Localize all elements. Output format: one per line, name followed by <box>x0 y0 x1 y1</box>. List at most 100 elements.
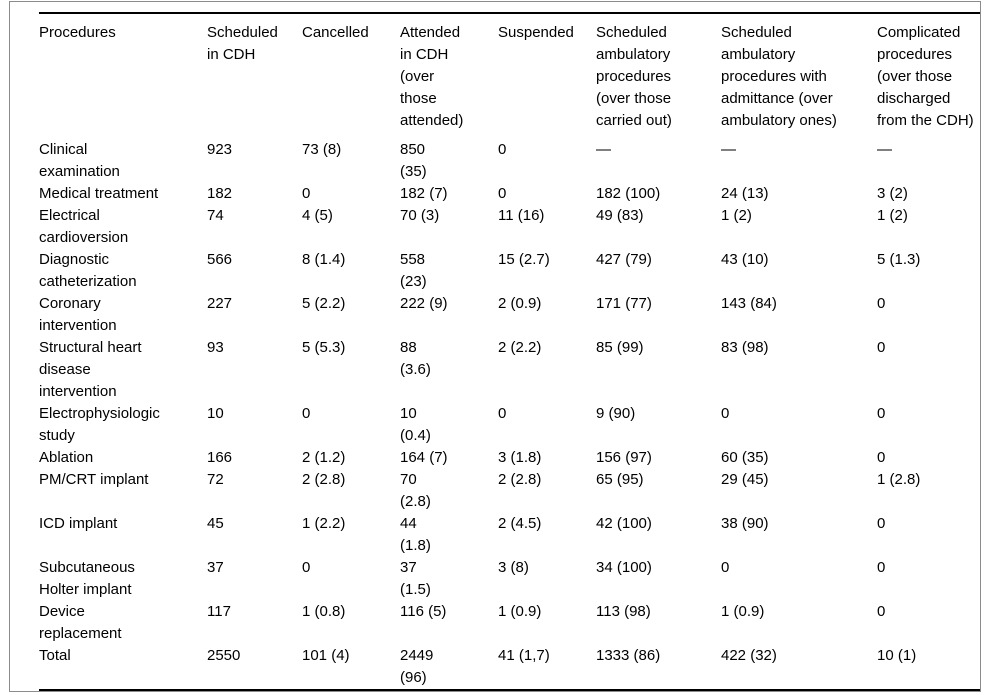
cell: 10 <box>207 405 224 422</box>
cell-procedure: Structural heart disease intervention <box>39 339 142 400</box>
cell: 5 (2.2) <box>302 295 346 312</box>
figure-frame: Procedures Scheduled in CDH Cancelled At… <box>9 1 981 692</box>
cell: 3 (1.8) <box>498 449 542 466</box>
table-row: Diagnostic catheterization 566 8 (1.4) 5… <box>39 249 980 293</box>
cell-procedure: Medical treatment <box>39 185 159 202</box>
table-row: Electrical cardioversion 74 4 (5) 70 (3)… <box>39 205 980 249</box>
cell: 38 (90) <box>721 515 769 532</box>
column-header-scheduled-ambulatory-admittance: Scheduled ambulatory procedures with adm… <box>721 24 837 129</box>
cell: 85 (99) <box>596 339 644 356</box>
cell: 0 <box>877 559 886 576</box>
cell: 182 <box>207 185 233 202</box>
procedures-table: Procedures Scheduled in CDH Cancelled At… <box>39 12 980 691</box>
cell: 0 <box>302 559 311 576</box>
cell: 9 (90) <box>596 405 636 422</box>
cell: 558 (23) <box>400 251 427 290</box>
cell: 0 <box>721 559 730 576</box>
cell: 850 (35) <box>400 141 427 180</box>
column-header-suspended: Suspended <box>498 24 574 41</box>
cell: 70 (2.8) <box>400 471 431 510</box>
cell: 10 (1) <box>877 647 917 664</box>
cell: 222 (9) <box>400 295 448 312</box>
cell: 1 (2.2) <box>302 515 346 532</box>
cell: 44 (1.8) <box>400 515 431 554</box>
cell: 49 (83) <box>596 207 644 224</box>
cell: 227 <box>207 295 233 312</box>
cell: 182 (100) <box>596 185 661 202</box>
cell: 24 (13) <box>721 185 769 202</box>
table-row: PM/CRT implant 72 2 (2.8) 70 (2.8) 2 (2.… <box>39 469 980 513</box>
cell: 5 (1.3) <box>877 251 921 268</box>
cell: 2 (0.9) <box>498 295 542 312</box>
cell: 29 (45) <box>721 471 769 488</box>
cell: 15 (2.7) <box>498 251 550 268</box>
cell: — <box>596 141 611 158</box>
cell-procedure: Coronary intervention <box>39 295 117 334</box>
cell: 101 (4) <box>302 647 350 664</box>
cell-procedure: PM/CRT implant <box>39 471 149 488</box>
cell: 34 (100) <box>596 559 652 576</box>
cell: 42 (100) <box>596 515 652 532</box>
cell: 65 (95) <box>596 471 644 488</box>
column-header-attended-in-cdh: Attended in CDH (over those attended) <box>400 24 464 129</box>
cell-procedure: Subcutaneous Holter implant <box>39 559 135 598</box>
cell: 117 <box>207 603 231 620</box>
cell: 73 (8) <box>302 141 342 158</box>
table-row: Subcutaneous Holter implant 37 0 37 (1.5… <box>39 557 980 601</box>
cell-procedure: Clinical examination <box>39 141 120 180</box>
cell: 83 (98) <box>721 339 769 356</box>
cell: 0 <box>302 405 311 422</box>
column-header-scheduled-ambulatory: Scheduled ambulatory procedures (over th… <box>596 24 672 129</box>
cell: 74 <box>207 207 224 224</box>
cell: 427 (79) <box>596 251 652 268</box>
table-row: Clinical examination 923 73 (8) 850 (35)… <box>39 139 980 183</box>
cell: 1 (0.9) <box>498 603 542 620</box>
cell: 3 (8) <box>498 559 529 576</box>
table-row: Ablation 166 2 (1.2) 164 (7) 3 (1.8) 156… <box>39 447 980 469</box>
cell: 1 (0.8) <box>302 603 346 620</box>
cell: 1333 (86) <box>596 647 661 664</box>
cell: 2449 (96) <box>400 647 434 686</box>
cell: 70 (3) <box>400 207 440 224</box>
cell: 166 <box>207 449 233 466</box>
cell: 0 <box>877 295 886 312</box>
cell: 143 (84) <box>721 295 777 312</box>
cell: 2 (2.8) <box>302 471 346 488</box>
cell: 113 (98) <box>596 603 651 620</box>
cell: 156 (97) <box>596 449 652 466</box>
column-header-complicated-procedures: Complicated procedures (over those disch… <box>877 24 974 129</box>
cell: 1 (2) <box>721 207 752 224</box>
table-row: Electrophysiologic study 10 0 10 (0.4) 0… <box>39 403 980 447</box>
cell-procedure: Electrical cardioversion <box>39 207 129 246</box>
cell-procedure: Device replacement <box>39 603 122 642</box>
cell: 5 (5.3) <box>302 339 346 356</box>
cell: 2 (4.5) <box>498 515 542 532</box>
cell: 43 (10) <box>721 251 769 268</box>
table-row: ICD implant 45 1 (2.2) 44 (1.8) 2 (4.5) … <box>39 513 980 557</box>
table-row: Device replacement 117 1 (0.8) 116 (5) 1… <box>39 601 980 645</box>
cell: 0 <box>877 339 886 356</box>
cell: 0 <box>498 185 507 202</box>
cell: 10 (0.4) <box>400 405 431 444</box>
table-row: Medical treatment 182 0 182 (7) 0 182 (1… <box>39 183 980 205</box>
cell: 93 <box>207 339 224 356</box>
cell: 60 (35) <box>721 449 769 466</box>
header-row: Procedures Scheduled in CDH Cancelled At… <box>39 13 980 139</box>
cell: 164 (7) <box>400 449 448 466</box>
cell: 2 (2.2) <box>498 339 542 356</box>
cell: 0 <box>877 603 886 620</box>
cell-procedure: ICD implant <box>39 515 118 532</box>
cell: 2 (1.2) <box>302 449 346 466</box>
cell: 1 (2) <box>877 207 908 224</box>
cell: 566 <box>207 251 233 268</box>
cell-procedure: Ablation <box>39 449 94 466</box>
cell: — <box>877 141 892 158</box>
cell: 41 (1,7) <box>498 647 550 664</box>
cell: 182 (7) <box>400 185 448 202</box>
column-header-cancelled: Cancelled <box>302 24 369 41</box>
cell: 1 (0.9) <box>721 603 765 620</box>
cell: 37 (1.5) <box>400 559 431 598</box>
column-header-procedures: Procedures <box>39 24 116 41</box>
cell: 0 <box>721 405 730 422</box>
cell: 72 <box>207 471 224 488</box>
